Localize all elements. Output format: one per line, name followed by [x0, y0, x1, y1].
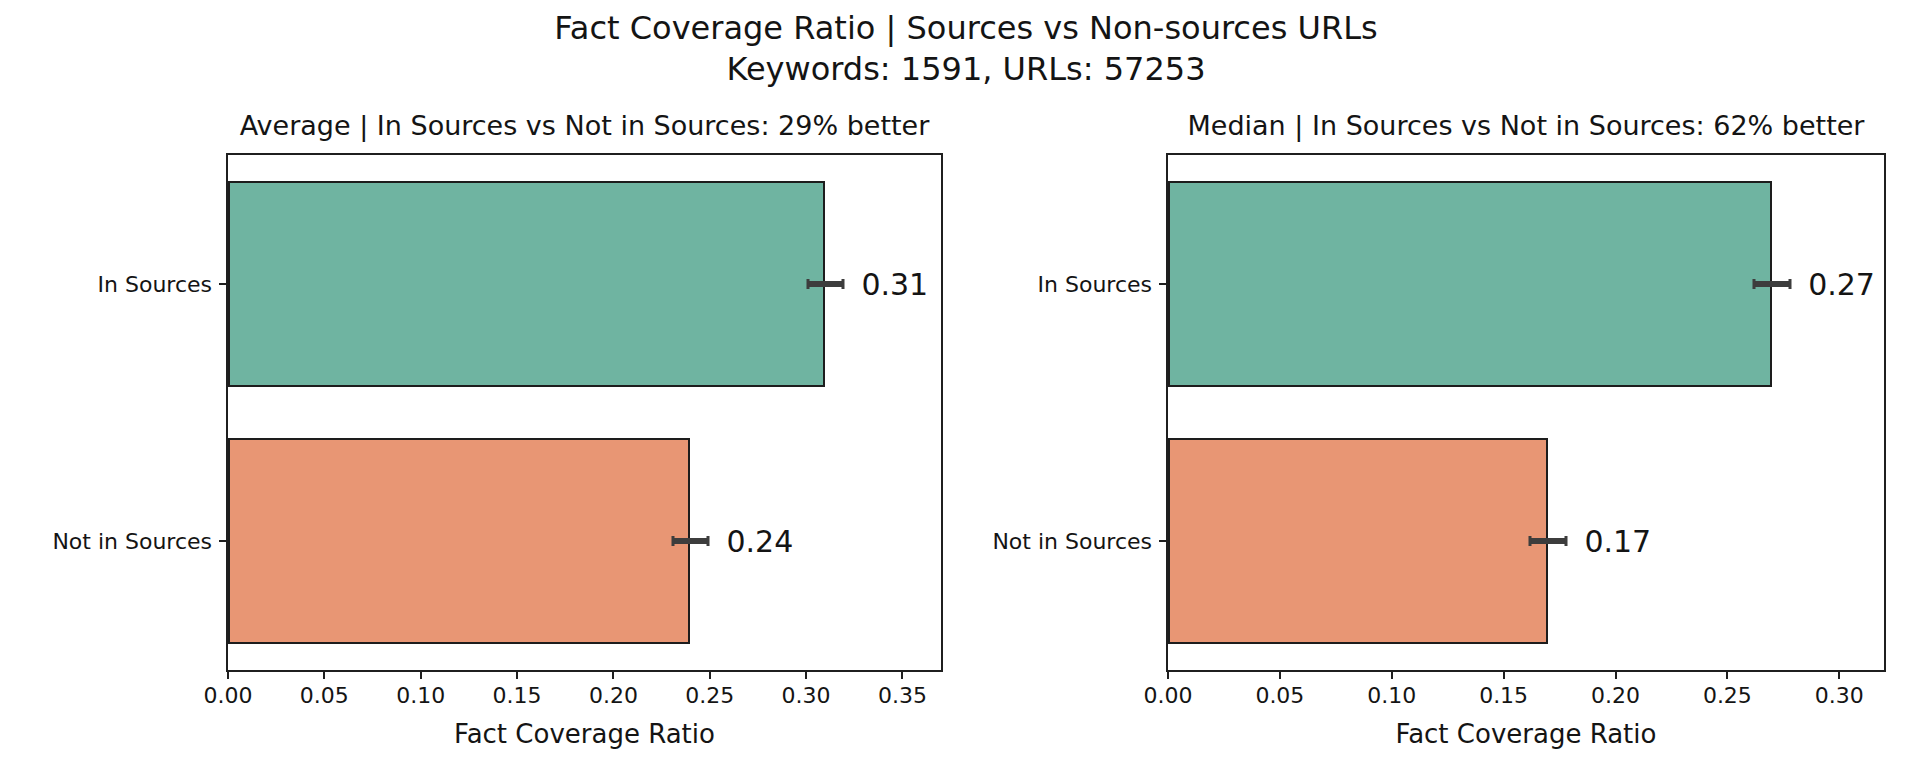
x-tick-mark — [1503, 670, 1505, 679]
x-tick-label: 0.20 — [589, 683, 638, 708]
y-tick-mark — [1159, 283, 1168, 285]
error-bar — [673, 538, 708, 544]
x-tick-label: 0.30 — [1815, 683, 1864, 708]
error-bar-cap — [841, 279, 844, 289]
bar-not-in-sources — [228, 438, 690, 644]
x-tick-mark — [901, 670, 903, 679]
error-bar-cap — [1565, 536, 1568, 546]
figure: Fact Coverage Ratio | Sources vs Non-sou… — [0, 0, 1932, 770]
error-bar — [1754, 281, 1790, 287]
x-tick-mark — [323, 670, 325, 679]
x-tick-label: 0.05 — [1255, 683, 1304, 708]
y-tick-label: In Sources — [98, 271, 212, 296]
x-tick-label: 0.05 — [300, 683, 349, 708]
figure-title: Fact Coverage Ratio | Sources vs Non-sou… — [0, 8, 1932, 90]
x-tick-label: 0.15 — [1479, 683, 1528, 708]
x-tick-label: 0.10 — [396, 683, 445, 708]
error-bar — [1530, 538, 1566, 544]
x-tick-mark — [1726, 670, 1728, 679]
error-bar-cap — [806, 279, 809, 289]
bar-not-in-sources — [1168, 438, 1548, 644]
x-tick-mark — [805, 670, 807, 679]
y-tick-label: Not in Sources — [52, 529, 212, 554]
x-tick-mark — [709, 670, 711, 679]
bar-value-label: 0.27 — [1808, 266, 1875, 301]
x-tick-mark — [227, 670, 229, 679]
x-tick-mark — [1167, 670, 1169, 679]
x-tick-mark — [1615, 670, 1617, 679]
figure-title-line1: Fact Coverage Ratio | Sources vs Non-sou… — [0, 8, 1932, 49]
bar-in-sources — [1168, 181, 1772, 387]
y-tick-mark — [219, 540, 228, 542]
x-tick-label: 0.00 — [204, 683, 253, 708]
y-tick-mark — [1159, 540, 1168, 542]
y-tick-label: In Sources — [1038, 271, 1152, 296]
bar-value-label: 0.17 — [1584, 524, 1651, 559]
y-tick-label: Not in Sources — [992, 529, 1152, 554]
plot-area-median: Median | In Sources vs Not in Sources: 6… — [1166, 153, 1886, 672]
error-bar-cap — [1789, 279, 1792, 289]
x-tick-label: 0.30 — [782, 683, 831, 708]
bar-value-label: 0.31 — [861, 266, 928, 301]
x-tick-label: 0.25 — [685, 683, 734, 708]
x-tick-label: 0.35 — [878, 683, 927, 708]
bar-in-sources — [228, 181, 825, 387]
subplot-title: Median | In Sources vs Not in Sources: 6… — [1188, 110, 1865, 141]
error-bar-cap — [671, 536, 674, 546]
plot-area-average: Average | In Sources vs Not in Sources: … — [226, 153, 943, 672]
error-bar-cap — [1529, 536, 1532, 546]
y-tick-mark — [219, 283, 228, 285]
x-tick-label: 0.10 — [1367, 683, 1416, 708]
x-axis-label: Fact Coverage Ratio — [1396, 719, 1657, 749]
x-tick-label: 0.25 — [1703, 683, 1752, 708]
x-tick-mark — [1279, 670, 1281, 679]
error-bar-cap — [1753, 279, 1756, 289]
x-tick-mark — [612, 670, 614, 679]
subplot-title: Average | In Sources vs Not in Sources: … — [240, 110, 930, 141]
x-tick-label: 0.20 — [1591, 683, 1640, 708]
x-tick-mark — [516, 670, 518, 679]
x-tick-label: 0.00 — [1144, 683, 1193, 708]
x-tick-mark — [420, 670, 422, 679]
error-bar — [808, 281, 843, 287]
x-tick-mark — [1838, 670, 1840, 679]
x-axis-label: Fact Coverage Ratio — [454, 719, 715, 749]
x-tick-label: 0.15 — [493, 683, 542, 708]
figure-title-line2: Keywords: 1591, URLs: 57253 — [0, 49, 1932, 90]
x-tick-mark — [1391, 670, 1393, 679]
bar-value-label: 0.24 — [726, 524, 793, 559]
error-bar-cap — [706, 536, 709, 546]
